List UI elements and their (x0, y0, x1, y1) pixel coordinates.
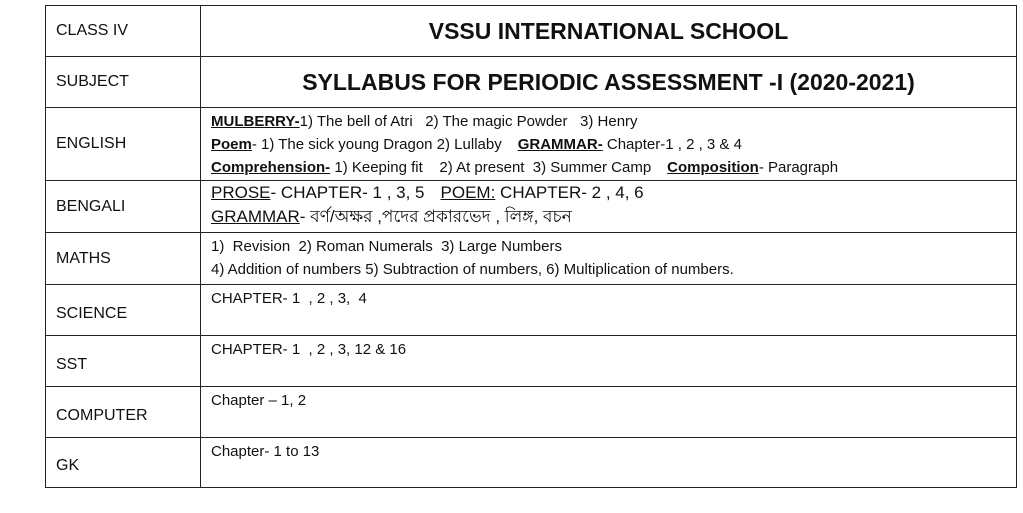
bengali-poem-heading: POEM: (440, 183, 496, 202)
gk-label: GK (45, 437, 201, 488)
poem-text: - 1) The sick young Dragon 2) Lullaby (251, 136, 502, 153)
prose-text: - CHAPTER- 1 , 3, 5 (270, 183, 425, 202)
maths-line-2: 4) Addition of numbers 5) Subtraction of… (211, 261, 734, 278)
maths-content: 1) Revision 2) Roman Numerals 3) Large N… (200, 232, 1017, 285)
grammar-text: Chapter-1 , 2 , 3 & 4 (602, 136, 742, 153)
composition-heading: Composition (667, 159, 759, 176)
subject-label: SUBJECT (45, 56, 201, 108)
mulberry-heading: MULBERRY- (211, 113, 300, 130)
maths-label: MATHS (45, 232, 201, 285)
comprehension-text: 1) Keeping fit 2) At present 3) Summer C… (330, 159, 652, 176)
gk-content: Chapter- 1 to 13 (200, 437, 1017, 488)
syllabus-title: SYLLABUS FOR PERIODIC ASSESSMENT -I (202… (200, 56, 1017, 108)
computer-label: COMPUTER (45, 386, 201, 438)
computer-content: Chapter – 1, 2 (200, 386, 1017, 438)
bengali-poem-text: CHAPTER- 2 , 4, 6 (495, 183, 644, 202)
english-content: MULBERRY-1) The bell of Atri 2) The magi… (200, 107, 1017, 181)
sst-content: CHAPTER- 1 , 2 , 3, 12 & 16 (200, 335, 1017, 387)
grammar-heading: GRAMMAR- (517, 136, 603, 153)
sst-label: SST (45, 335, 201, 387)
maths-line-1: 1) Revision 2) Roman Numerals 3) Large N… (211, 238, 562, 255)
school-name: VSSU INTERNATIONAL SCHOOL (200, 5, 1017, 57)
prose-heading: PROSE (211, 183, 271, 202)
bengali-content: PROSE- CHAPTER- 1 , 3, 5 POEM: CHAPTER- 2… (200, 180, 1017, 233)
science-content: CHAPTER- 1 , 2 , 3, 4 (200, 284, 1017, 336)
english-label: ENGLISH (45, 107, 201, 181)
class-label: CLASS IV (45, 5, 201, 57)
composition-text: - Paragraph (758, 159, 839, 176)
bengali-grammar-text: - বর্ণ/অক্ষর ,পদের প্রকারভেদ , লিঙ্গ, বচ… (299, 207, 572, 226)
comprehension-heading: Comprehension- (211, 159, 331, 176)
bengali-label: BENGALI (45, 180, 201, 233)
science-label: SCIENCE (45, 284, 201, 336)
bengali-grammar-heading: GRAMMAR (211, 207, 300, 226)
poem-heading: Poem (211, 136, 252, 153)
mulberry-text: 1) The bell of Atri 2) The magic Powder … (299, 113, 638, 130)
syllabus-table: CLASS IV VSSU INTERNATIONAL SCHOOL SUBJEC… (45, 5, 1017, 488)
